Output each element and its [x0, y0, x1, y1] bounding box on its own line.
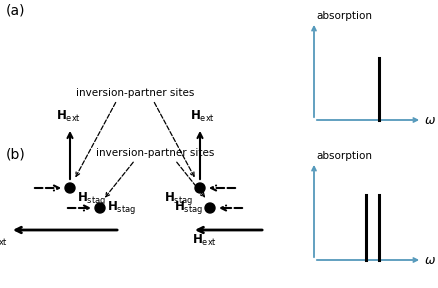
Text: (b): (b) — [6, 148, 26, 162]
Text: (a): (a) — [6, 4, 25, 18]
Circle shape — [205, 203, 215, 213]
Text: $\mathbf{H}_{\mathregular{stag}}$: $\mathbf{H}_{\mathregular{stag}}$ — [174, 200, 203, 217]
Text: absorption: absorption — [316, 151, 372, 161]
Text: inversion-partner sites: inversion-partner sites — [76, 88, 194, 98]
Circle shape — [65, 183, 75, 193]
Text: $\mathbf{H}_{\mathregular{stag}}$: $\mathbf{H}_{\mathregular{stag}}$ — [164, 190, 193, 207]
Text: $\omega$: $\omega$ — [424, 113, 436, 126]
Text: $\mathbf{H}_{\mathregular{ext}}$: $\mathbf{H}_{\mathregular{ext}}$ — [56, 109, 81, 124]
Text: $\mathbf{H}_{\mathregular{ext}}$: $\mathbf{H}_{\mathregular{ext}}$ — [190, 109, 215, 124]
Text: absorption: absorption — [316, 11, 372, 21]
Text: $\mathbf{H}_{\mathregular{ext}}$: $\mathbf{H}_{\mathregular{ext}}$ — [0, 233, 8, 248]
Text: $\omega$: $\omega$ — [424, 253, 436, 266]
Text: inversion-partner sites: inversion-partner sites — [96, 148, 214, 158]
Circle shape — [95, 203, 105, 213]
Circle shape — [195, 183, 205, 193]
Text: $\mathbf{H}_{\mathregular{stag}}$: $\mathbf{H}_{\mathregular{stag}}$ — [107, 200, 136, 217]
Text: $\mathbf{H}_{\mathregular{ext}}$: $\mathbf{H}_{\mathregular{ext}}$ — [192, 233, 217, 248]
Text: $\mathbf{H}_{\mathregular{stag}}$: $\mathbf{H}_{\mathregular{stag}}$ — [77, 190, 106, 207]
